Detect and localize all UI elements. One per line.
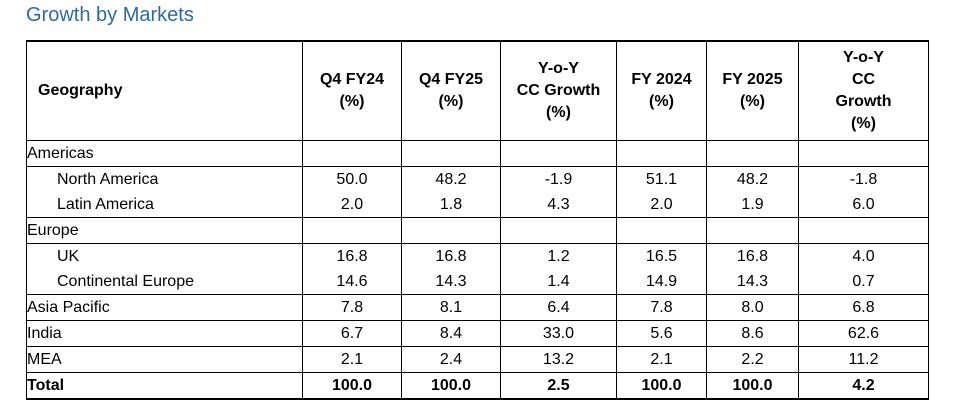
cell: 100.0 [302, 372, 402, 400]
header-fy-2024: FY 2024 (%) [616, 40, 707, 141]
cell: 8.6 [706, 320, 799, 347]
cell: 16.5 [616, 243, 707, 269]
table-row: UK 16.8 16.8 1.2 16.5 16.8 4.0 [26, 243, 929, 269]
cell: 0.7 [798, 269, 929, 295]
table-row: Continental Europe 14.6 14.3 1.4 14.9 14… [26, 269, 929, 295]
cell: 14.3 [401, 269, 501, 295]
cell [616, 140, 707, 167]
cell: 13.2 [500, 346, 617, 373]
cell: 16.8 [706, 243, 799, 269]
cell: 8.1 [401, 294, 501, 321]
cell: 2.5 [500, 372, 617, 400]
cell: 14.9 [616, 269, 707, 295]
row-label: Continental Europe [26, 269, 303, 295]
cell: 6.4 [500, 294, 617, 321]
cell: 62.6 [798, 320, 929, 347]
page-title: Growth by Markets [26, 4, 194, 26]
cell: -1.8 [798, 166, 929, 192]
cell: 48.2 [401, 166, 501, 192]
cell: 2.4 [401, 346, 501, 373]
cell: 1.4 [500, 269, 617, 295]
growth-by-markets-table: Geography Q4 FY24 (%) Q4 FY25 (%) Y-o-Y … [26, 40, 929, 400]
header-row: Geography Q4 FY24 (%) Q4 FY25 (%) Y-o-Y … [26, 40, 929, 141]
cell [706, 140, 799, 167]
cell [302, 140, 402, 167]
cell: 16.8 [401, 243, 501, 269]
cell: 4.0 [798, 243, 929, 269]
cell: 33.0 [500, 320, 617, 347]
header-q4-fy24: Q4 FY24 (%) [302, 40, 402, 141]
cell: -1.9 [500, 166, 617, 192]
cell: 2.1 [616, 346, 707, 373]
cell: 6.0 [798, 192, 929, 218]
cell: 5.6 [616, 320, 707, 347]
cell [401, 217, 501, 244]
cell: 16.8 [302, 243, 402, 269]
row-label: MEA [26, 346, 303, 373]
cell: 48.2 [706, 166, 799, 192]
cell [798, 217, 929, 244]
table-row: Americas [26, 140, 929, 167]
header-yoy-quarter: Y-o-Y CC Growth (%) [500, 40, 617, 141]
cell: 100.0 [401, 372, 501, 400]
cell [401, 140, 501, 167]
cell: 4.2 [798, 372, 929, 400]
cell: 50.0 [302, 166, 402, 192]
cell: 11.2 [798, 346, 929, 373]
cell [706, 217, 799, 244]
table-row: Asia Pacific 7.8 8.1 6.4 7.8 8.0 6.8 [26, 294, 929, 321]
cell: 100.0 [706, 372, 799, 400]
row-label: Europe [26, 217, 303, 244]
cell [616, 217, 707, 244]
header-yoy-fy: Y-o-Y CC Growth (%) [798, 40, 929, 141]
cell: 6.8 [798, 294, 929, 321]
cell: 51.1 [616, 166, 707, 192]
cell: 1.8 [401, 192, 501, 218]
cell [500, 217, 617, 244]
cell: 14.3 [706, 269, 799, 295]
row-label: Americas [26, 140, 303, 167]
cell: 1.2 [500, 243, 617, 269]
cell [302, 217, 402, 244]
cell: 2.0 [616, 192, 707, 218]
row-label: North America [26, 166, 303, 192]
cell: 2.0 [302, 192, 402, 218]
header-q4-fy25: Q4 FY25 (%) [401, 40, 501, 141]
table-row: India 6.7 8.4 33.0 5.6 8.6 62.6 [26, 320, 929, 347]
table-row: Europe [26, 217, 929, 244]
cell: 8.0 [706, 294, 799, 321]
cell: 100.0 [616, 372, 707, 400]
cell: 6.7 [302, 320, 402, 347]
cell: 1.9 [706, 192, 799, 218]
cell: 8.4 [401, 320, 501, 347]
header-geography: Geography [26, 40, 303, 141]
row-label: Total [26, 372, 303, 400]
cell: 7.8 [302, 294, 402, 321]
row-label: India [26, 320, 303, 347]
cell: 7.8 [616, 294, 707, 321]
row-label: UK [26, 243, 303, 269]
cell [798, 140, 929, 167]
cell: 14.6 [302, 269, 402, 295]
table-row: Latin America 2.0 1.8 4.3 2.0 1.9 6.0 [26, 192, 929, 218]
row-label: Latin America [26, 192, 303, 218]
row-label: Asia Pacific [26, 294, 303, 321]
cell: 2.1 [302, 346, 402, 373]
cell: 2.2 [706, 346, 799, 373]
cell [500, 140, 617, 167]
table-row: North America 50.0 48.2 -1.9 51.1 48.2 -… [26, 166, 929, 192]
header-fy-2025: FY 2025 (%) [706, 40, 799, 141]
cell: 4.3 [500, 192, 617, 218]
table-row: MEA 2.1 2.4 13.2 2.1 2.2 11.2 [26, 346, 929, 373]
table-row-total: Total 100.0 100.0 2.5 100.0 100.0 4.2 [26, 372, 929, 400]
